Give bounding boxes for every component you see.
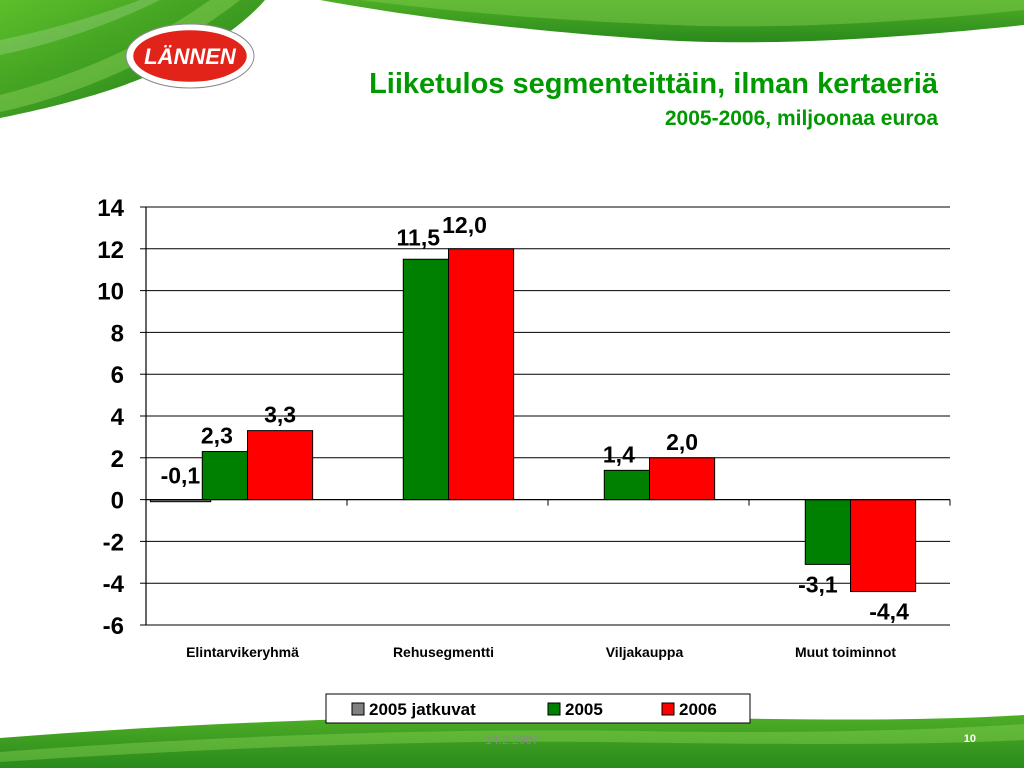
top-right-leaf-decoration <box>320 0 1024 43</box>
data-label: 12,0 <box>442 212 487 238</box>
y-tick-label: 6 <box>111 362 124 389</box>
chart-bars <box>149 248 917 593</box>
data-label: 2,0 <box>666 429 698 455</box>
x-category-label: Muut toiminnot <box>795 644 896 660</box>
chart-data-labels: -0,12,3 11,5 1,4 -3,1 3,3 12,0 2,0 -4,4 <box>161 212 909 625</box>
y-tick-label: -6 <box>103 613 124 640</box>
data-label: 3,3 <box>264 402 296 428</box>
legend-label: 2006 <box>679 700 717 719</box>
data-label: -0,1 <box>161 463 201 489</box>
chart-legend: 2005 jatkuvat 2005 2006 <box>325 693 751 724</box>
y-tick-label: 4 <box>111 404 125 431</box>
legend-box <box>325 693 751 724</box>
legend-swatch <box>351 702 365 716</box>
slide-title: Liiketulos segmenteittäin, ilman kertaer… <box>369 68 938 100</box>
bar-2006-3 <box>850 499 917 593</box>
bar-2005-0 <box>201 451 249 501</box>
x-category-label: Rehusegmentti <box>393 644 494 660</box>
y-tick-label: 10 <box>97 279 124 306</box>
page-number: 10 <box>963 733 976 745</box>
bar-2005-1 <box>402 258 450 501</box>
bar-2005-3 <box>804 499 852 565</box>
y-tick-label: -4 <box>103 571 125 598</box>
bar-2005-2 <box>603 469 651 501</box>
y-tick-label: 0 <box>111 488 124 515</box>
legend-swatch <box>661 702 675 716</box>
x-category-label: Viljakauppa <box>606 644 684 660</box>
y-tick-label: 14 <box>97 195 124 222</box>
chart-axes: 14 12 10 8 6 4 2 0 -2 -4 -6 Elintarvikeryhmä Rehuseg… <box>97 195 951 660</box>
logo-text: LÄNNEN <box>144 44 237 69</box>
y-tick-label: 8 <box>111 320 124 347</box>
bottom-leaf-decoration <box>0 715 1024 768</box>
x-category-label: Elintarvikeryhmä <box>186 644 299 660</box>
slide-subtitle: 2005-2006, miljoonaa euroa <box>664 107 938 130</box>
data-label: 1,4 <box>603 441 635 467</box>
legend-label: 2005 jatkuvat <box>369 700 476 719</box>
legend-label: 2005 <box>565 700 603 719</box>
data-label: 2,3 <box>201 423 233 449</box>
legend-swatch <box>547 702 561 716</box>
y-tick-label: -2 <box>103 529 124 556</box>
data-label: 11,5 <box>397 224 441 250</box>
bar-2006-0 <box>247 430 314 501</box>
data-label: -3,1 <box>798 571 838 597</box>
footer-date: 14.2.2007 <box>485 733 539 747</box>
y-tick-label: 12 <box>97 237 124 264</box>
bar-2006-2 <box>649 457 716 501</box>
lannen-logo: LÄNNEN <box>125 23 255 89</box>
y-tick-label: 2 <box>111 446 124 473</box>
data-label: -4,4 <box>869 599 909 625</box>
bar-2006-1 <box>448 248 515 501</box>
